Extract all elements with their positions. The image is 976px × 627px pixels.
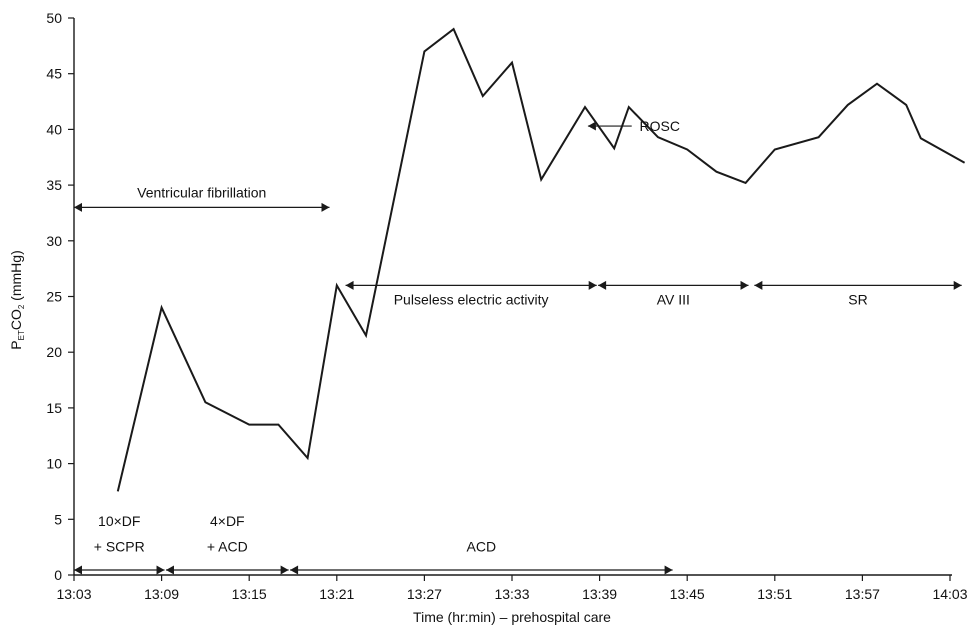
x-tick-label: 13:33	[494, 586, 529, 602]
y-tick-label: 50	[46, 10, 62, 26]
acd2-label: ACD	[467, 539, 497, 555]
y-axis-title-main: P	[8, 340, 24, 349]
vf-arrow-left-head	[74, 202, 82, 212]
series-group	[116, 27, 966, 492]
y-axis-title-mid: CO	[8, 309, 24, 330]
sr-arrow-right-head	[953, 280, 962, 290]
y-tick-label: 35	[46, 177, 62, 193]
y-tick-label: 25	[46, 289, 62, 305]
vf-arrow-right-head	[321, 202, 330, 212]
rosc-arrow-head	[587, 121, 596, 131]
av3-arrow-right-head	[740, 280, 749, 290]
acd2-arrow-left-head	[290, 565, 299, 575]
sr-label: SR	[848, 291, 867, 307]
x-axis-title: Time (hr:min) – prehospital care	[413, 609, 611, 625]
x-tick-label: 13:51	[757, 586, 792, 602]
y-tick-label: 40	[46, 121, 62, 137]
y-tick-label: 45	[46, 66, 62, 82]
x-tick-label: 13:03	[56, 586, 91, 602]
rosc-label: ROSC	[640, 118, 680, 134]
y-tick-label: 0	[54, 567, 62, 583]
y-axis-title: PETCO2 (mmHg)	[8, 250, 26, 349]
df10-label: 10×DF	[98, 513, 140, 529]
x-tick-label: 14:03	[932, 586, 967, 602]
acd1-arrow-left-head	[165, 565, 174, 575]
y-tick-label: 10	[46, 456, 62, 472]
scpr-arrow-right-head	[156, 565, 165, 575]
x-tick-label: 13:21	[319, 586, 354, 602]
y-tick-label: 20	[46, 344, 62, 360]
x-tick-label: 13:45	[670, 586, 705, 602]
pea-arrow-left-head	[345, 280, 354, 290]
av3-arrow-left-head	[598, 280, 607, 290]
acd2-arrow-right-head	[664, 565, 673, 575]
pea-label: Pulseless electric activity	[394, 291, 549, 307]
sr-arrow-left-head	[754, 280, 763, 290]
acd1-label: + ACD	[207, 539, 248, 555]
acd1-arrow-right-head	[280, 565, 289, 575]
scpr-label: + SCPR	[94, 539, 145, 555]
pea-arrow-right-head	[588, 280, 597, 290]
y-axis-title-sub2: 2	[17, 304, 26, 309]
y-tick-label: 5	[54, 511, 62, 527]
scpr-arrow-left-head	[74, 565, 82, 575]
x-tick-label: 13:57	[845, 586, 880, 602]
y-tick-label: 15	[46, 400, 62, 416]
y-tick-label: 30	[46, 233, 62, 249]
df4-label: 4×DF	[210, 513, 245, 529]
vf-label: Ventricular fibrillation	[137, 184, 266, 200]
y-axis-title-rest: (mmHg)	[8, 250, 24, 304]
x-tick-label: 13:09	[144, 586, 179, 602]
series-line	[116, 27, 966, 492]
ticks: 0 5 10 15 20 25 30 35 40 45 50 13:03 13:09 13:15 13:21…	[46, 10, 967, 602]
x-tick-label: 13:15	[232, 586, 267, 602]
x-tick-label: 13:27	[407, 586, 442, 602]
annotations: Ventricular fibrillation Pulseless electr…	[74, 118, 962, 575]
y-axis-title-sub: ET	[17, 330, 26, 340]
av3-label: AV III	[657, 291, 690, 307]
x-tick-label: 13:39	[582, 586, 617, 602]
